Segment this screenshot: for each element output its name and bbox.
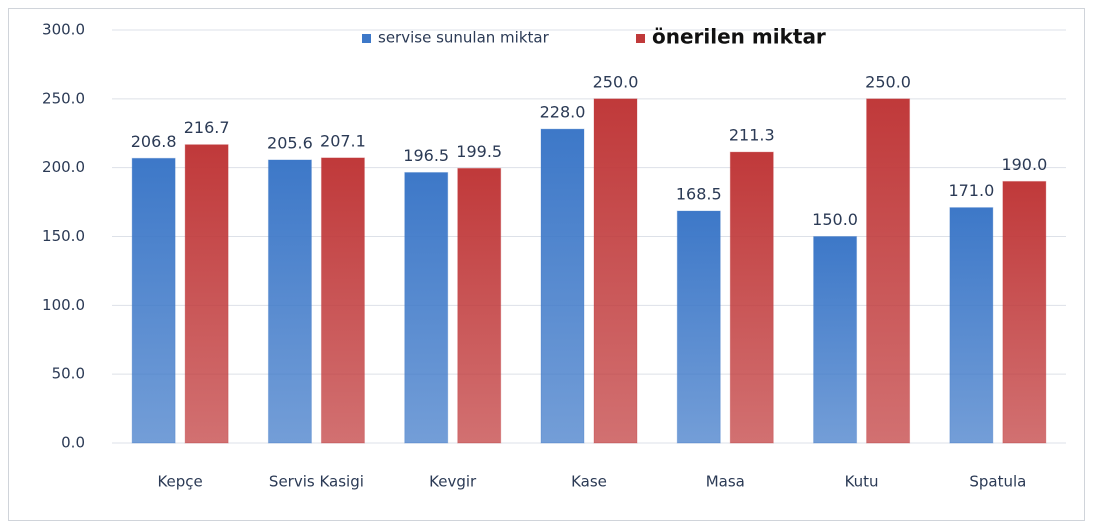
data-label: 190.0	[1001, 155, 1047, 174]
x-tick-label: Kepçe	[157, 473, 202, 491]
data-label: 216.7	[184, 118, 230, 137]
data-label: 199.5	[456, 142, 502, 161]
data-label: 168.5	[676, 185, 722, 204]
legend-swatch	[362, 34, 371, 43]
bar	[729, 151, 774, 444]
bar	[457, 167, 502, 444]
x-tick-label: Servis Kasigi	[269, 473, 364, 491]
data-label: 228.0	[540, 103, 586, 122]
data-label: 171.0	[948, 181, 994, 200]
bar	[267, 159, 312, 444]
y-tick-label: 0.0	[61, 434, 85, 452]
legend-label: servise sunulan miktar	[378, 29, 550, 47]
legend-swatch	[636, 34, 645, 43]
data-label: 250.0	[593, 72, 639, 91]
x-tick-label: Kase	[571, 473, 607, 491]
data-label: 206.8	[131, 132, 177, 151]
data-label: 250.0	[865, 72, 911, 91]
y-tick-label: 200.0	[42, 158, 85, 176]
x-tick-label: Kutu	[845, 473, 879, 491]
bar	[593, 98, 638, 444]
data-label: 211.3	[729, 126, 775, 145]
bar	[404, 171, 449, 444]
bar	[320, 157, 365, 444]
y-tick-label: 150.0	[42, 227, 85, 245]
x-tick-label: Masa	[706, 473, 745, 491]
x-tick-label: Kevgir	[429, 473, 477, 491]
y-tick-label: 250.0	[42, 89, 85, 107]
bar	[540, 128, 585, 444]
bar	[866, 98, 911, 444]
bar	[131, 157, 176, 444]
bar	[1002, 180, 1047, 444]
bar	[813, 236, 858, 444]
bar	[949, 207, 994, 444]
bar	[676, 210, 721, 444]
data-label: 196.5	[403, 146, 449, 165]
data-label: 207.1	[320, 131, 366, 150]
y-tick-label: 50.0	[52, 365, 85, 383]
y-tick-label: 100.0	[42, 296, 85, 314]
legend-label: önerilen miktar	[652, 25, 826, 49]
y-tick-label: 300.0	[42, 21, 85, 39]
x-tick-label: Spatula	[969, 473, 1026, 491]
bar	[184, 144, 229, 444]
data-label: 150.0	[812, 210, 858, 229]
data-label: 205.6	[267, 133, 313, 152]
